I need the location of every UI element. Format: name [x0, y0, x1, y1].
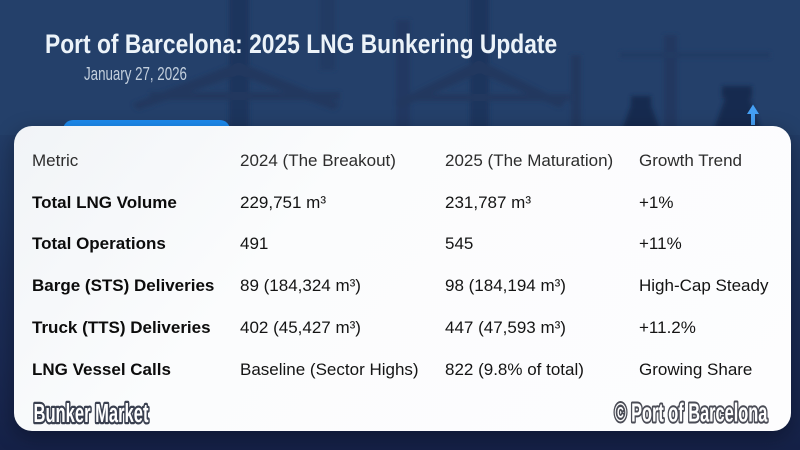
svg-text:Bunker Market: Bunker Market [34, 398, 149, 428]
svg-text:© Port of Barcelona: © Port of Barcelona [615, 398, 768, 428]
